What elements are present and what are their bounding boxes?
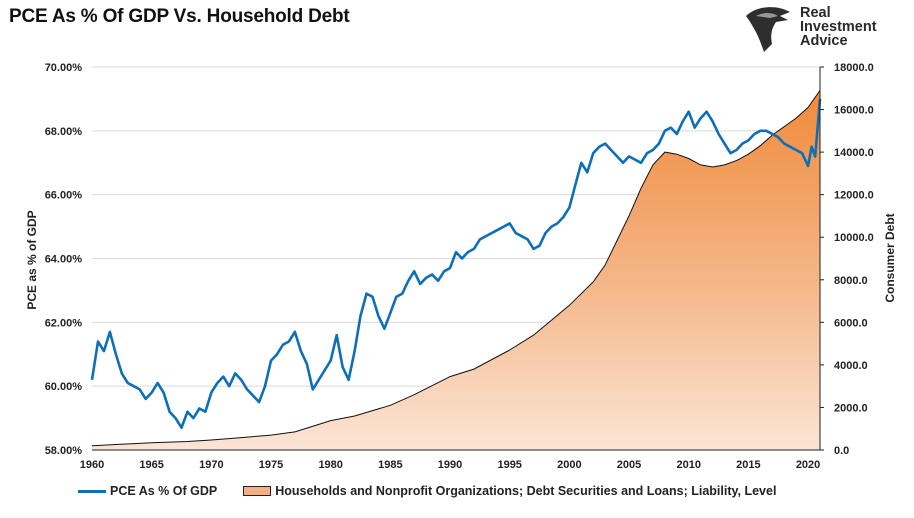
x-tick-label: 1980 (318, 459, 342, 471)
pce-line-layer (90, 98, 822, 429)
x-tick-label: 1975 (259, 459, 283, 471)
right-tick-label: 8000.0 (834, 275, 868, 287)
x-tick-label: 1995 (497, 459, 521, 471)
left-tick-label: 60.00% (45, 381, 83, 393)
left-tick-label: 58.00% (45, 445, 83, 457)
x-tick-label: 2000 (557, 459, 581, 471)
logo-text: Real Investment Advice (800, 5, 877, 49)
pce-series-line (90, 98, 822, 429)
x-tick-label: 1965 (139, 459, 163, 471)
x-axis-ticks: 1960 1965 1970 1975 1980 1985 1990 1995 2000 2005… (80, 459, 821, 471)
right-tick-label: 4000.0 (834, 360, 868, 372)
right-tick-label: 2000.0 (834, 402, 868, 414)
debt-area (92, 90, 820, 451)
debt-area-outline (91, 90, 821, 447)
right-axis-ticks: 0.0 2000.0 4000.0 6000.0 8000.0 10000.0 12000.… (820, 62, 874, 457)
right-tick-label: 0.0 (834, 445, 849, 457)
debt-area-layer (91, 90, 821, 451)
legend-debt-label: Households and Nonprofit Organizations; … (275, 484, 777, 498)
x-tick-label: 2005 (617, 459, 641, 471)
eagle-head-icon (746, 7, 790, 53)
right-tick-label: 10000.0 (834, 232, 874, 244)
legend-debt-swatch (243, 486, 272, 496)
logo-line-2: Investment (800, 19, 877, 35)
left-axis-ticks: 58.00% 60.00% 62.00% 64.00% 66.00% 68.00% 70.0… (45, 62, 83, 457)
logo: Real Investment Advice (742, 4, 910, 54)
x-tick-label: 1970 (199, 459, 223, 471)
legend-pce-swatch (78, 489, 106, 493)
x-tick-label: 1985 (378, 459, 402, 471)
x-tick-label: 1990 (438, 459, 462, 471)
left-axis-title: PCE as % of GDP (25, 210, 39, 309)
right-axis-title: Consumer Debt (883, 213, 897, 302)
legend: PCE As % Of GDP Households and Nonprofit… (78, 484, 776, 498)
x-tick-label: 2020 (796, 459, 820, 471)
right-tick-label: 12000.0 (834, 190, 874, 202)
right-tick-label: 18000.0 (834, 62, 874, 74)
right-tick-label: 14000.0 (834, 147, 874, 159)
x-tick-label: 2015 (736, 459, 760, 471)
legend-pce-label: PCE As % Of GDP (110, 484, 218, 498)
logo-line-3: Advice (800, 33, 848, 49)
left-tick-label: 70.00% (45, 62, 83, 74)
x-tick-label: 2010 (676, 459, 700, 471)
x-tick-label: 1960 (80, 459, 104, 471)
left-tick-label: 62.00% (45, 317, 83, 329)
left-tick-label: 64.00% (45, 254, 83, 266)
logo-line-1: Real (800, 5, 831, 21)
right-tick-label: 16000.0 (834, 105, 874, 117)
left-tick-label: 66.00% (45, 190, 83, 202)
left-tick-label: 68.00% (45, 126, 83, 138)
chart-title: PCE As % Of GDP Vs. Household Debt (9, 6, 350, 27)
chart-svg: 58.00% 60.00% 62.00% 64.00% 66.00% 68.00% 70.0… (25, 62, 897, 471)
right-tick-label: 6000.0 (834, 317, 868, 329)
axes (92, 67, 821, 451)
